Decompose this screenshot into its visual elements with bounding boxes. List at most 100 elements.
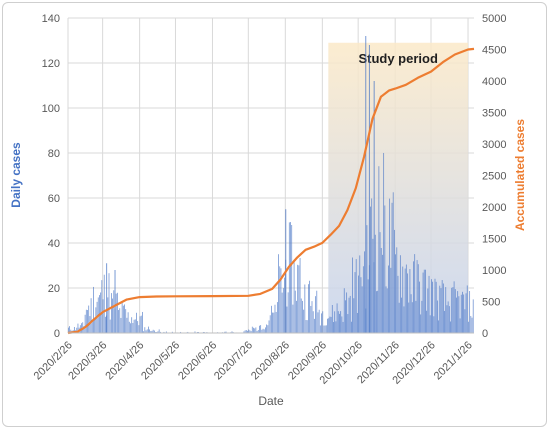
daily-bar	[416, 260, 418, 333]
x-tick-label: 2020/8/26	[249, 339, 292, 382]
daily-bar	[452, 287, 454, 333]
daily-bar	[265, 327, 266, 333]
daily-bar	[102, 299, 104, 333]
daily-bar	[409, 269, 411, 333]
daily-bar	[131, 317, 133, 333]
daily-bar	[259, 325, 260, 333]
left-tick-label: 100	[42, 103, 60, 115]
left-tick-label: 20	[48, 283, 60, 295]
daily-bar	[410, 294, 412, 333]
daily-bar	[362, 266, 364, 333]
daily-bar	[405, 264, 407, 333]
daily-bar	[323, 325, 325, 333]
daily-bar	[95, 307, 97, 333]
daily-bar	[133, 319, 135, 333]
x-tick-label: 2021/1/26	[432, 339, 475, 382]
x-axis-title: Date	[258, 394, 284, 408]
daily-bar	[360, 277, 362, 333]
daily-bar	[380, 247, 382, 333]
daily-bar	[308, 284, 309, 333]
daily-bar	[454, 289, 456, 333]
daily-bar	[462, 291, 463, 333]
daily-bar	[112, 298, 113, 333]
daily-bar	[293, 259, 295, 333]
daily-bar	[445, 287, 447, 333]
daily-bar	[108, 273, 110, 333]
daily-bar	[456, 297, 457, 333]
daily-bar	[91, 320, 93, 333]
daily-bar	[231, 331, 233, 333]
daily-bar-peak	[106, 263, 108, 333]
x-axis-ticks: 2020/2/262020/3/262020/4/262020/5/262020…	[32, 339, 475, 386]
left-axis-ticks: 0 20 40 60 80 100 120 140	[42, 13, 60, 340]
daily-bar	[267, 325, 269, 333]
daily-bar	[420, 314, 422, 333]
daily-bar	[76, 327, 78, 333]
daily-bar	[442, 283, 444, 333]
daily-bar	[433, 316, 435, 333]
daily-bar	[341, 316, 343, 333]
daily-bar	[342, 321, 344, 333]
daily-bar	[151, 330, 153, 333]
daily-bar	[382, 254, 383, 333]
right-tick-label: 4000	[482, 76, 506, 88]
daily-bar	[278, 254, 279, 333]
daily-bar	[316, 290, 318, 333]
daily-bar	[312, 311, 314, 333]
daily-bar	[136, 312, 137, 333]
daily-bar	[428, 275, 430, 333]
daily-bar	[384, 205, 386, 333]
daily-bar	[225, 331, 227, 333]
daily-bar	[469, 291, 471, 333]
daily-bar	[113, 290, 115, 333]
daily-bar	[317, 312, 319, 333]
daily-bar	[77, 323, 79, 333]
daily-bar	[145, 330, 147, 333]
daily-bar	[379, 232, 381, 333]
daily-bar	[425, 269, 426, 333]
daily-bar	[346, 292, 348, 333]
daily-bar	[460, 294, 462, 333]
daily-bar	[269, 315, 271, 333]
right-tick-label: 2000	[482, 202, 506, 214]
left-tick-label: 60	[48, 193, 60, 205]
daily-bar	[331, 304, 333, 333]
daily-bar	[130, 323, 131, 333]
daily-bar	[385, 286, 387, 333]
daily-bar	[103, 274, 105, 333]
daily-bar	[292, 304, 294, 333]
daily-bar	[321, 313, 322, 333]
daily-bar	[224, 331, 226, 333]
daily-bar	[378, 166, 380, 333]
daily-bar	[87, 310, 88, 333]
daily-bar	[371, 198, 373, 333]
daily-bar	[347, 314, 349, 333]
daily-bar	[137, 321, 139, 333]
daily-bar	[90, 298, 92, 333]
daily-bar	[364, 251, 365, 333]
daily-bar	[158, 329, 160, 333]
daily-bar	[262, 328, 264, 333]
y-axis-title-right: Accumulated cases	[513, 119, 527, 231]
daily-bar	[93, 286, 94, 333]
daily-bar	[419, 281, 420, 333]
daily-bar	[119, 308, 121, 333]
daily-bar	[388, 265, 389, 333]
daily-bar	[439, 285, 441, 333]
right-tick-label: 5000	[482, 13, 506, 25]
daily-bar	[134, 319, 136, 333]
daily-bar	[333, 322, 334, 333]
daily-bar	[393, 229, 395, 333]
daily-bar	[69, 326, 70, 333]
daily-bar	[444, 310, 445, 333]
daily-bar	[366, 225, 368, 333]
daily-bar	[150, 331, 152, 333]
daily-bar	[451, 287, 453, 333]
daily-bar	[310, 305, 312, 333]
daily-bar	[121, 302, 123, 333]
daily-bar	[411, 302, 413, 333]
daily-bar	[390, 267, 392, 333]
daily-bar	[68, 327, 69, 333]
daily-bar	[116, 292, 118, 333]
daily-bar	[472, 299, 474, 333]
